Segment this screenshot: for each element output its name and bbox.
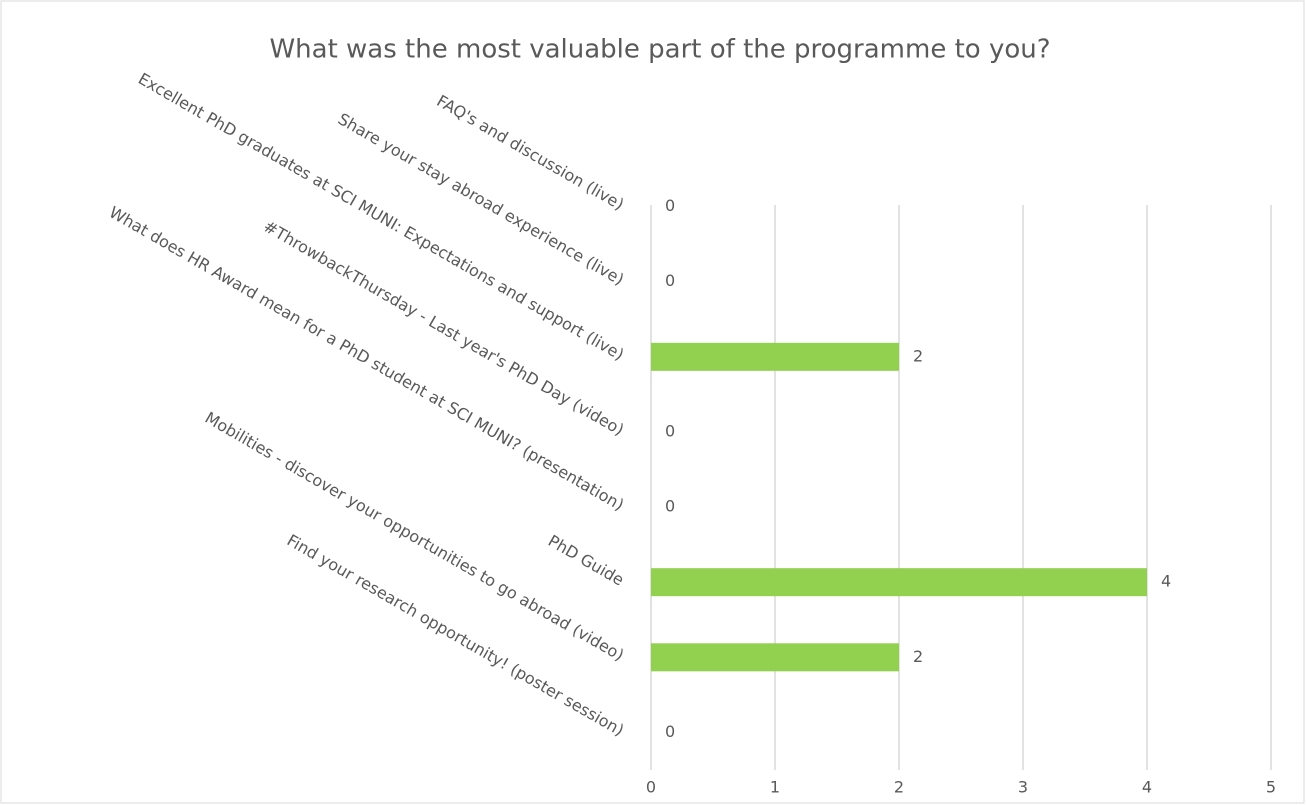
data-label: 0 <box>665 271 675 290</box>
data-label: 0 <box>665 421 675 440</box>
data-label: 2 <box>913 647 923 666</box>
x-tick-label: 0 <box>646 778 656 797</box>
x-tick-label: 2 <box>894 778 904 797</box>
data-label: 0 <box>665 196 675 215</box>
chart-title: What was the most valuable part of the p… <box>269 35 1050 65</box>
data-label: 4 <box>1161 572 1171 591</box>
data-label: 0 <box>665 722 675 741</box>
data-label: 2 <box>913 346 923 365</box>
x-tick-label: 5 <box>1266 778 1276 797</box>
x-tick-label: 3 <box>1018 778 1028 797</box>
x-tick-label: 4 <box>1142 778 1152 797</box>
bar <box>651 568 1147 597</box>
x-tick-label: 1 <box>770 778 780 797</box>
bar <box>651 643 899 672</box>
data-label: 0 <box>665 497 675 516</box>
bar <box>651 342 899 371</box>
